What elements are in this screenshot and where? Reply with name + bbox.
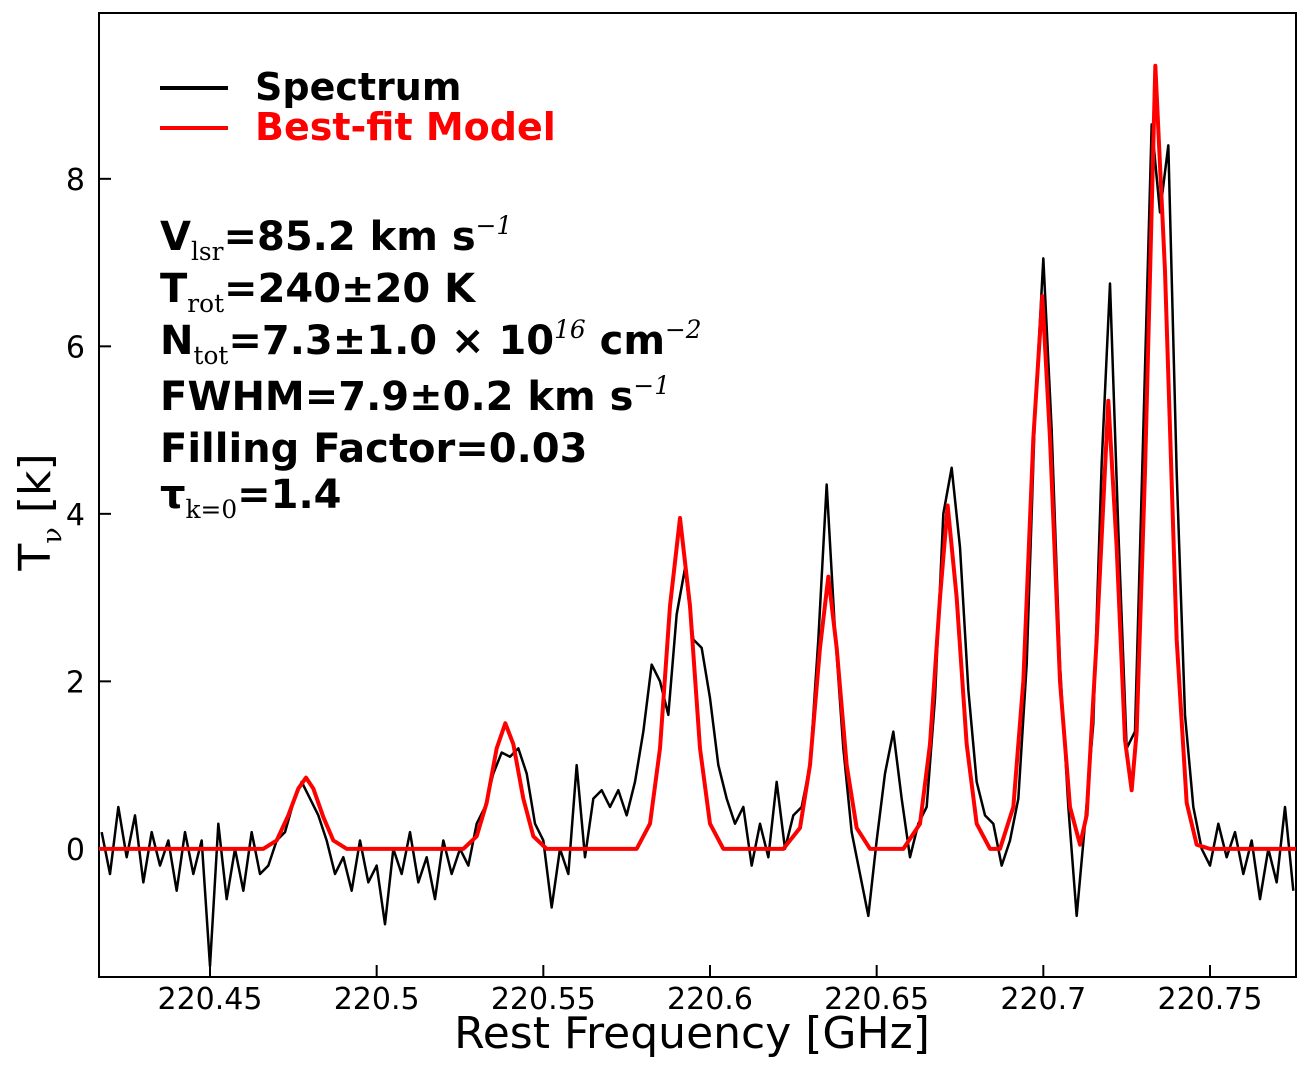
y-tick-label: 8 xyxy=(66,163,85,198)
text-part: =240±20 K xyxy=(224,266,477,312)
legend-label: Best-fit Model xyxy=(255,105,556,149)
annotation: Trot=240±20 K xyxy=(160,266,477,318)
y-tick-label: 6 xyxy=(66,330,85,365)
text-part: N xyxy=(160,318,193,364)
text-part: T xyxy=(160,266,188,312)
text-part: 16 xyxy=(554,315,586,344)
text-part: τ xyxy=(160,472,186,518)
x-tick-label: 220.75 xyxy=(1158,982,1263,1017)
x-tick-label: 220.6 xyxy=(667,982,753,1017)
y-tick-label: 4 xyxy=(66,498,85,533)
text-part: Filling Factor=0.03 xyxy=(160,426,587,472)
annotation: Filling Factor=0.03 xyxy=(160,426,587,472)
text-part: T xyxy=(10,544,61,572)
annotation: FWHM=7.9±0.2 km s−1 xyxy=(160,371,670,420)
x-tick-label: 220.5 xyxy=(334,982,420,1017)
text-part: V xyxy=(160,214,191,260)
text-part: tot xyxy=(193,341,228,370)
text-part: k=0 xyxy=(186,495,238,524)
x-axis-label: Rest Frequency [GHz] xyxy=(454,1008,930,1059)
text-part: ν xyxy=(37,527,68,544)
text-part: =85.2 km s xyxy=(223,214,475,260)
x-tick-label: 220.7 xyxy=(1000,982,1086,1017)
y-tick-label: 0 xyxy=(66,833,85,868)
text-part: cm xyxy=(586,318,665,364)
y-axis-label: Tν [k] xyxy=(10,453,68,571)
text-part: FWHM=7.9±0.2 km s xyxy=(160,374,633,420)
data-line xyxy=(99,63,1296,851)
annotation: Vlsr=85.2 km s−1 xyxy=(160,211,512,266)
legend-label: Spectrum xyxy=(255,65,461,109)
text-part: lsr xyxy=(191,237,224,266)
plot-frame xyxy=(98,12,1297,978)
y-tick-label: 2 xyxy=(66,665,85,700)
annotation: τk=0=1.4 xyxy=(160,472,342,524)
text-part: rot xyxy=(187,289,224,318)
x-tick-label: 220.65 xyxy=(824,982,929,1017)
text-part: =1.4 xyxy=(237,472,341,518)
text-part: −1 xyxy=(476,211,513,240)
text-part: [k] xyxy=(10,453,61,527)
text-part: =7.3±1.0 × 10 xyxy=(228,318,554,364)
text-part: −1 xyxy=(633,371,670,400)
annotation: Ntot=7.3±1.0 × 1016 cm−2 xyxy=(160,315,702,370)
x-tick-label: 220.55 xyxy=(491,982,596,1017)
text-part: −2 xyxy=(665,315,702,344)
x-tick-label: 220.45 xyxy=(158,982,263,1017)
